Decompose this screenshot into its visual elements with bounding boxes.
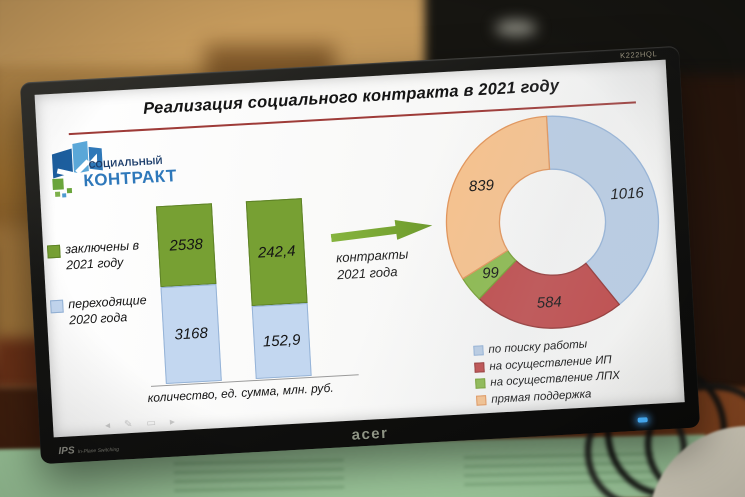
logo-text: СОЦИАЛЬНЫЙ КОНТРАКТ (83, 155, 177, 191)
monitor: K222HQL Реализация социального контракта… (19, 45, 701, 465)
donut-chart-title: контракты 2021 года (335, 246, 409, 283)
donut-slice (545, 115, 660, 306)
donut-slice-value: 99 (482, 264, 500, 282)
donut-slice (478, 259, 621, 329)
logo-word-bottom: КОНТРАКТ (82, 166, 178, 191)
donut-chart: 1016 584 99 839 (445, 115, 660, 329)
donut-legend: по поиску работы на осуществление ИП на ос… (473, 335, 621, 409)
stacked-bar-chart: 2538 3168 242,4 152,9 (155, 198, 312, 385)
pen-icon[interactable]: ✎ (123, 418, 133, 431)
screen: Реализация социального контракта в 2021 … (34, 59, 685, 438)
legend-marker-blue (50, 299, 64, 313)
acer-logo: acer (351, 424, 389, 444)
bar-segment-2021: 242,4 (245, 198, 308, 306)
donut-slice (445, 115, 551, 280)
presenter-toolbar: ◂ ✎ ▭ ▸ (105, 417, 175, 432)
donut-slice-value: 1016 (610, 184, 645, 203)
bar-segment-2021: 2538 (155, 203, 217, 288)
document-text-lines (173, 452, 345, 496)
ips-label: IPS In-Plane Switching (58, 445, 120, 458)
bar-sum: 242,4 152,9 (245, 198, 312, 380)
donut-legend-marker (473, 345, 484, 357)
device-highlight (495, 20, 537, 36)
monitor-model-label: K222HQL (619, 49, 658, 61)
donut-legend-label: прямая поддержка (490, 388, 592, 406)
bar-quantity: 2538 3168 (155, 203, 222, 385)
legend-item-2021: заключены в 2021 году (46, 237, 155, 275)
next-slide-icon[interactable]: ▸ (169, 416, 176, 428)
bar-chart-legend: заключены в 2021 году переходящие 2020 г… (46, 237, 159, 352)
donut-legend-marker (475, 378, 486, 390)
legend-item-2020: переходящие 2020 года (50, 291, 158, 329)
social-contract-logo: СОЦИАЛЬНЫЙ КОНТРАКТ (49, 131, 213, 210)
slides-icon[interactable]: ▭ (146, 417, 157, 430)
presentation-slide: Реализация социального контракта в 2021 … (35, 60, 685, 438)
donut-slice-value: 839 (468, 177, 495, 195)
donut-legend-marker (474, 361, 485, 373)
legend-marker-green (46, 244, 61, 259)
donut-legend-marker (476, 394, 487, 406)
arrow-right-icon (330, 215, 434, 248)
power-led (637, 417, 648, 423)
prev-slide-icon[interactable]: ◂ (104, 420, 111, 432)
donut-slice-value: 584 (536, 293, 562, 311)
bar-segment-2020: 3168 (160, 284, 222, 385)
bar-segment-2020: 152,9 (251, 302, 312, 380)
category-label-sum: сумма, млн. руб. (240, 380, 335, 400)
